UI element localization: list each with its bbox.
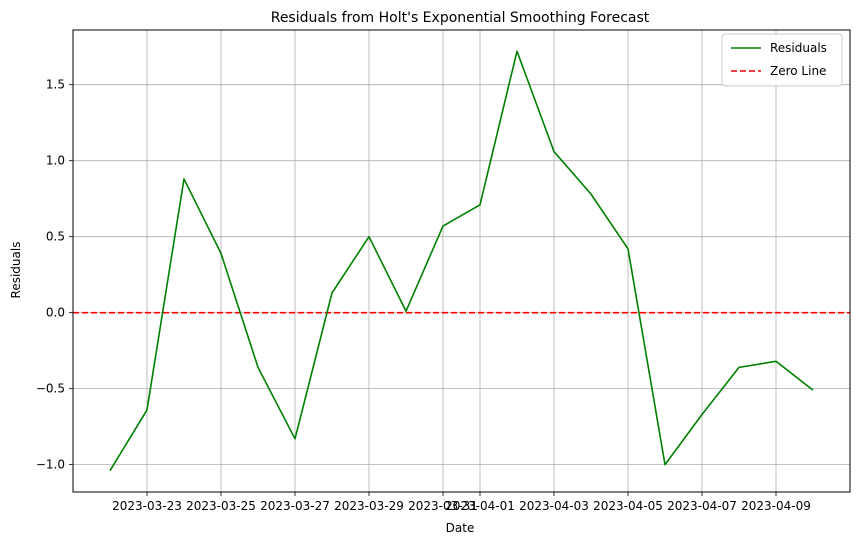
y-tick-label: −0.5 xyxy=(36,382,65,396)
x-tick-label: 2023-04-03 xyxy=(519,499,589,513)
plot-frame xyxy=(72,29,851,493)
x-tick-label: 2023-04-07 xyxy=(667,499,737,513)
x-tick-label: 2023-03-29 xyxy=(334,499,404,513)
x-tick-label: 2023-03-23 xyxy=(112,499,182,513)
y-axis-label: Residuals xyxy=(9,242,23,299)
y-tick-label: 0.0 xyxy=(46,306,65,320)
x-tick-label: 2023-04-09 xyxy=(741,499,811,513)
x-axis-label: Date xyxy=(446,521,475,535)
series-layer xyxy=(109,50,814,472)
legend-label-residuals: Residuals xyxy=(770,41,827,55)
legend-label-zero-line: Zero Line xyxy=(770,64,826,78)
legend: Residuals Zero Line xyxy=(721,33,843,87)
residuals-line xyxy=(109,50,814,472)
legend-box xyxy=(721,33,843,87)
x-tick-label: 2023-03-27 xyxy=(260,499,330,513)
y-tick-label: 1.0 xyxy=(46,154,65,168)
axis-ticks: 2023-03-23 2023-03-25 2023-03-27 2023-03-29… xyxy=(36,78,811,513)
x-tick-label: 2023-03-25 xyxy=(186,499,256,513)
x-tick-label: 2023-03-31 xyxy=(408,499,478,513)
grid-lines xyxy=(73,30,850,492)
y-tick-label: −1.0 xyxy=(36,458,65,472)
x-tick-label: 2023-04-01 xyxy=(445,499,515,513)
y-tick-label: 0.5 xyxy=(46,230,65,244)
x-tick-label: 2023-04-05 xyxy=(593,499,663,513)
y-tick-label: 1.5 xyxy=(46,78,65,92)
chart-title: Residuals from Holt's Exponential Smooth… xyxy=(271,10,650,26)
